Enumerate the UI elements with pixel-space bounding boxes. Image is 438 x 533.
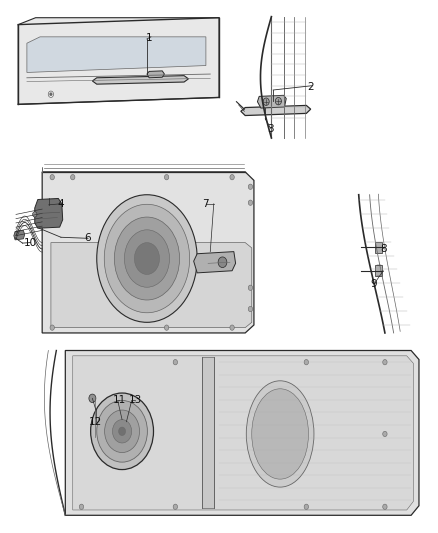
Circle shape <box>89 394 96 402</box>
Text: 8: 8 <box>381 244 387 254</box>
Circle shape <box>248 184 253 189</box>
Polygon shape <box>147 71 164 78</box>
Circle shape <box>248 306 253 312</box>
Polygon shape <box>92 76 188 84</box>
Circle shape <box>248 200 253 205</box>
Text: 2: 2 <box>307 82 314 92</box>
Text: 1: 1 <box>146 33 152 43</box>
Circle shape <box>173 504 177 510</box>
Circle shape <box>173 360 177 365</box>
Text: 12: 12 <box>89 417 102 427</box>
Circle shape <box>71 174 75 180</box>
Polygon shape <box>35 198 63 228</box>
Text: 3: 3 <box>267 124 274 134</box>
Text: 9: 9 <box>371 279 377 288</box>
Ellipse shape <box>104 204 190 313</box>
Text: 13: 13 <box>128 395 142 406</box>
Polygon shape <box>65 351 419 515</box>
Circle shape <box>50 325 54 330</box>
Circle shape <box>383 504 387 510</box>
Polygon shape <box>14 230 25 240</box>
Ellipse shape <box>124 230 170 287</box>
Circle shape <box>248 285 253 290</box>
Polygon shape <box>194 252 236 273</box>
Ellipse shape <box>114 217 180 300</box>
Ellipse shape <box>134 243 159 274</box>
Circle shape <box>50 174 54 180</box>
Text: 10: 10 <box>24 238 37 247</box>
Ellipse shape <box>246 381 314 487</box>
Circle shape <box>105 410 140 453</box>
Circle shape <box>383 431 387 437</box>
Circle shape <box>304 360 308 365</box>
Ellipse shape <box>97 195 197 322</box>
Ellipse shape <box>252 389 308 479</box>
Polygon shape <box>241 106 311 116</box>
Polygon shape <box>375 265 382 276</box>
Circle shape <box>48 91 53 98</box>
Polygon shape <box>51 243 252 328</box>
Circle shape <box>263 98 269 106</box>
Circle shape <box>113 419 132 443</box>
Circle shape <box>218 257 227 268</box>
Circle shape <box>230 325 234 330</box>
Polygon shape <box>18 18 219 104</box>
Circle shape <box>383 360 387 365</box>
Text: 6: 6 <box>85 233 92 244</box>
Circle shape <box>164 325 169 330</box>
Circle shape <box>276 98 282 105</box>
Circle shape <box>97 400 148 462</box>
Circle shape <box>304 504 308 510</box>
Polygon shape <box>42 172 254 333</box>
Circle shape <box>91 393 153 470</box>
Polygon shape <box>375 242 382 253</box>
Circle shape <box>32 212 37 217</box>
Text: 4: 4 <box>58 199 64 209</box>
Polygon shape <box>27 37 206 72</box>
Text: 7: 7 <box>203 199 209 209</box>
Circle shape <box>164 174 169 180</box>
Circle shape <box>79 504 84 510</box>
Circle shape <box>49 93 52 96</box>
Polygon shape <box>258 95 286 108</box>
Polygon shape <box>73 356 413 510</box>
Polygon shape <box>201 357 214 508</box>
Circle shape <box>119 427 126 435</box>
Text: 11: 11 <box>113 395 126 406</box>
Circle shape <box>230 174 234 180</box>
